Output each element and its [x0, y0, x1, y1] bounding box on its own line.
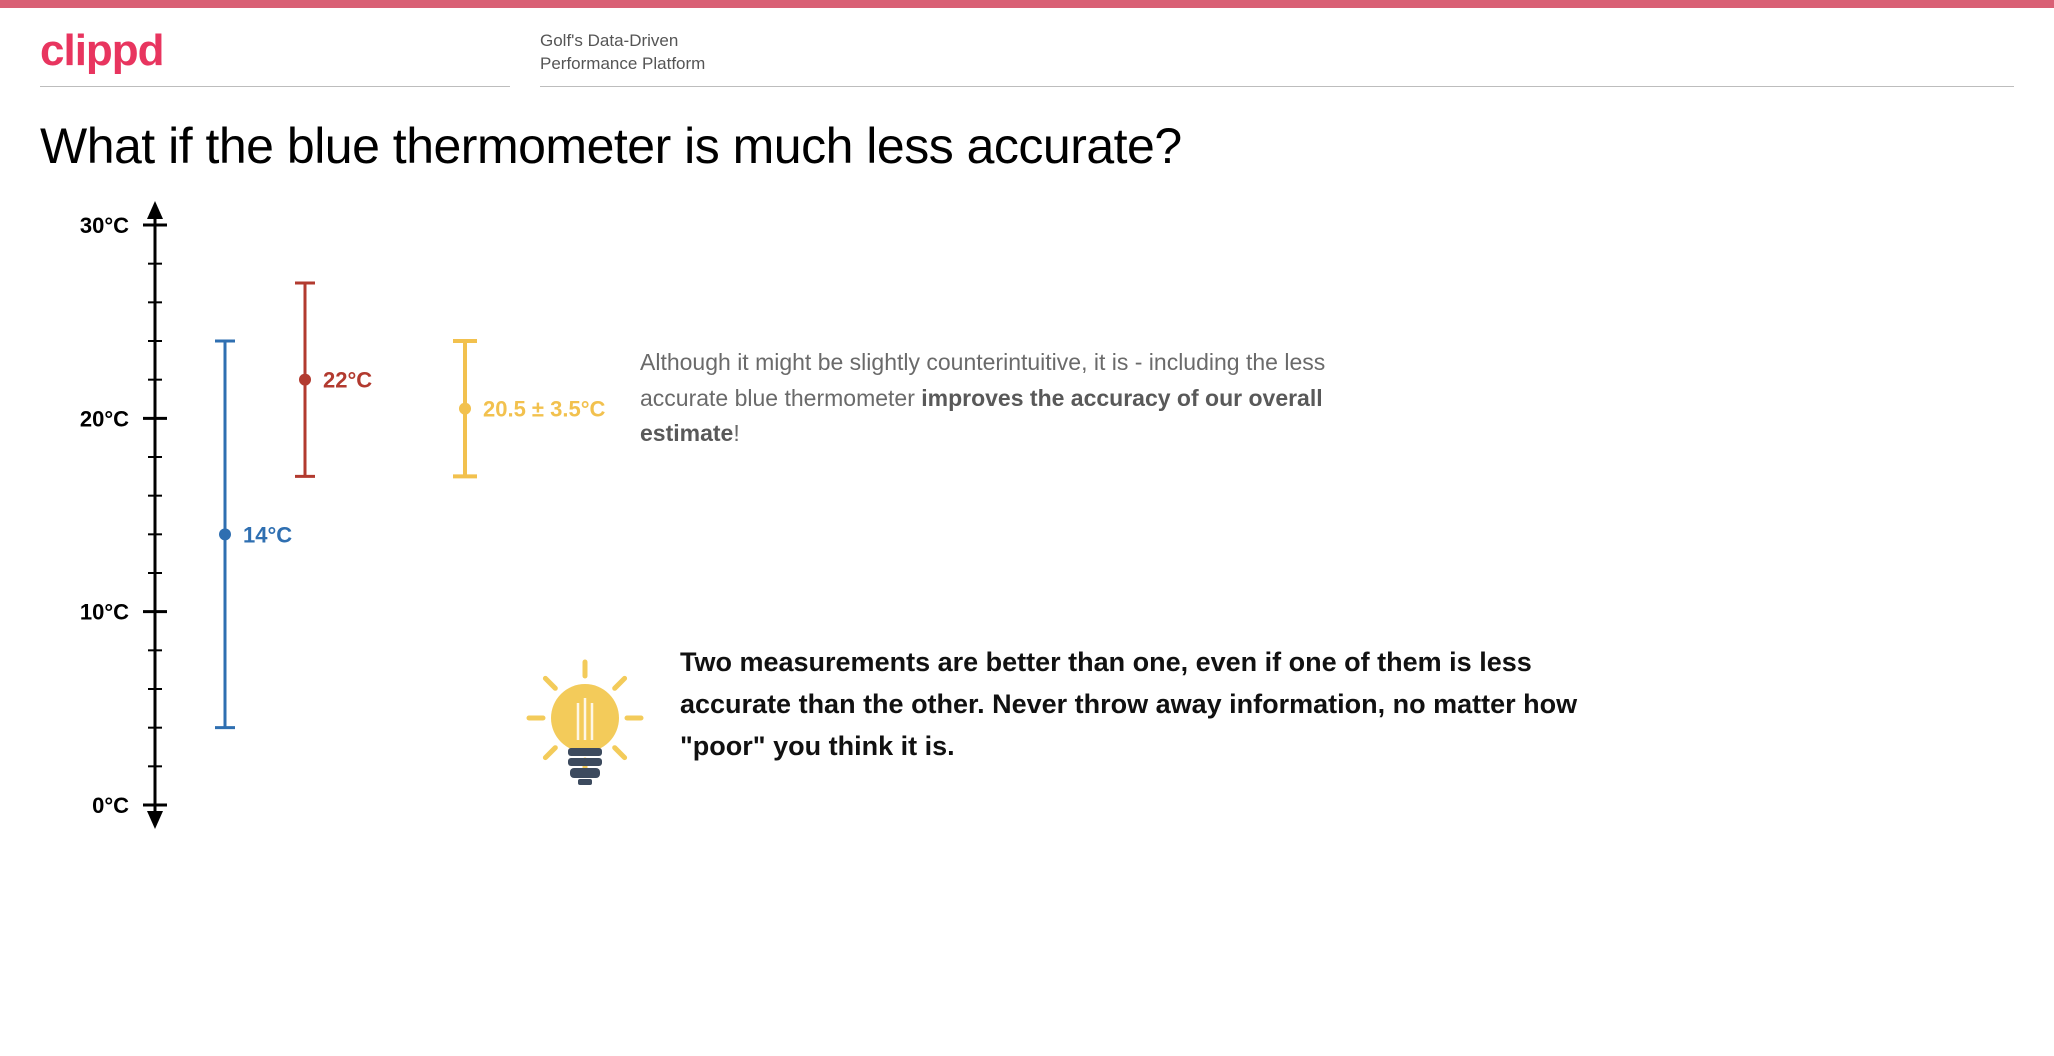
svg-text:0°C: 0°C [92, 793, 129, 818]
right-column: Although it might be slightly counterint… [640, 195, 2014, 840]
tagline-line2: Performance Platform [540, 53, 2014, 76]
logo-block: clippd [40, 26, 510, 87]
takeaway-row: Two measurements are better than one, ev… [520, 642, 2014, 803]
svg-text:30°C: 30°C [80, 213, 129, 238]
content-row: 0°C 10°C 20°C 30°C 14°C 22°C 20.5 ± 3.5°C Alth… [0, 185, 2054, 840]
explain-post: ! [733, 420, 739, 446]
svg-text:10°C: 10°C [80, 600, 129, 625]
top-accent-bar [0, 0, 2054, 8]
explanation-text: Although it might be slightly counterint… [640, 345, 1400, 452]
page-title: What if the blue thermometer is much les… [0, 97, 2054, 185]
tagline-line1: Golf's Data-Driven [540, 30, 2014, 53]
tagline: Golf's Data-Driven Performance Platform [540, 30, 2014, 87]
svg-text:14°C: 14°C [243, 522, 292, 547]
takeaway-text: Two measurements are better than one, ev… [680, 642, 1580, 768]
header: clippd Golf's Data-Driven Performance Pl… [0, 8, 2054, 97]
chart-svg: 0°C 10°C 20°C 30°C 14°C 22°C 20.5 ± 3.5°C [40, 195, 630, 835]
svg-text:22°C: 22°C [323, 368, 372, 393]
brand-logo: clippd [40, 26, 510, 76]
svg-text:20°C: 20°C [80, 406, 129, 431]
thermometer-chart: 0°C10°C20°C30°C14°C22°C20.5 ± 3.5°C [40, 195, 600, 840]
svg-text:20.5 ± 3.5°C: 20.5 ± 3.5°C [483, 397, 605, 422]
